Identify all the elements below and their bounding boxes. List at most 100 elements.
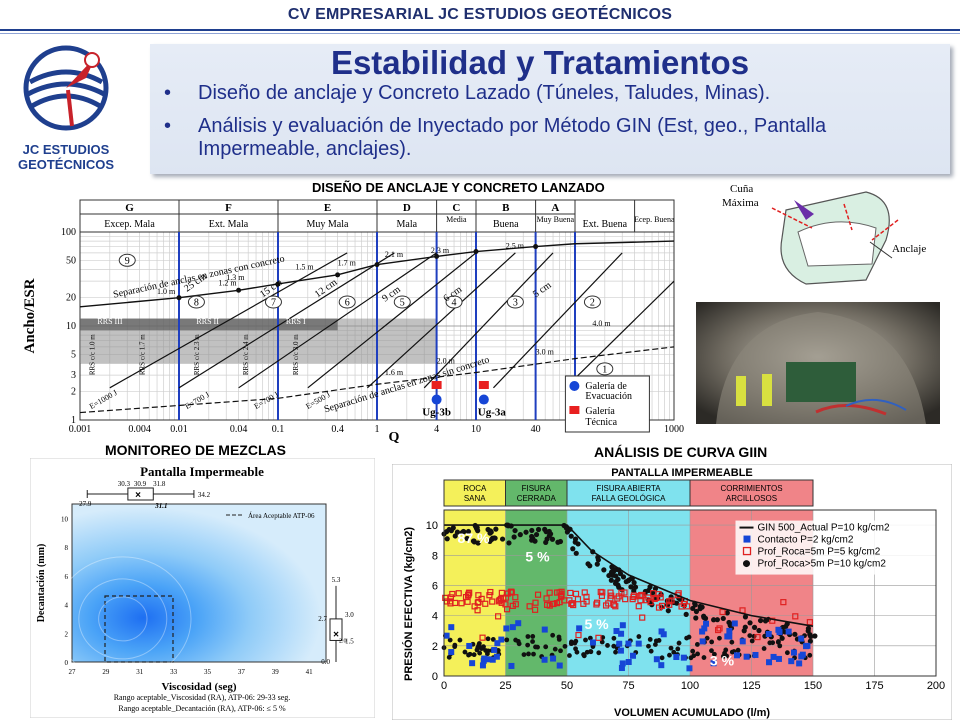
data-point-red [567, 589, 574, 597]
data-point-blue [617, 647, 624, 654]
data-point-black [511, 534, 517, 540]
data-point-black [647, 637, 653, 642]
x-tick-label: 200 [927, 680, 945, 692]
data-point-black [568, 533, 574, 539]
region-number: 4 [452, 298, 457, 309]
data-point-red [598, 592, 605, 599]
data-point-black [784, 650, 790, 656]
data-point-black [636, 634, 642, 639]
boxplot-value: 34.2 [198, 491, 211, 499]
data-point-blue [798, 635, 805, 642]
data-point-black [464, 535, 470, 542]
contour-line [98, 596, 148, 642]
region-number: 3 [513, 298, 518, 309]
data-point-black [776, 639, 781, 644]
worker-shape [736, 376, 746, 406]
data-point-black [808, 633, 814, 640]
y-tick-label: 2 [65, 630, 69, 638]
data-point-black [767, 640, 773, 646]
data-point-black [751, 624, 758, 630]
y-tick-label: 10 [66, 321, 76, 332]
data-point-blue [443, 632, 450, 639]
region-number: 2 [590, 298, 595, 309]
data-point-black [671, 649, 677, 655]
data-point-blue [550, 655, 557, 662]
data-point-black [807, 638, 813, 644]
data-point-blue [619, 660, 626, 667]
data-point-blue [798, 653, 805, 660]
worker-shape [762, 374, 772, 406]
data-point-red [543, 595, 550, 602]
data-point-black [608, 569, 615, 575]
data-point-red [447, 594, 454, 601]
logo-caption: JC ESTUDIOS GEOTÉCNICOS [8, 142, 124, 172]
data-point-black [779, 635, 785, 641]
bullet-list: • Diseño de anclaje y Concreto Lazado (T… [160, 82, 940, 171]
data-point-red [509, 602, 516, 609]
data-point-blue [508, 662, 515, 669]
boxplot-box [127, 487, 154, 501]
class-letter: F [225, 202, 232, 214]
thickness-line [238, 252, 437, 389]
data-point-red [526, 603, 533, 610]
data-point-blue [448, 649, 455, 656]
data-point-red [458, 600, 465, 607]
data-point-black [570, 546, 576, 552]
data-point-red [532, 599, 539, 606]
zone-label: FISURA ABIERTA [596, 484, 661, 493]
data-point-red [482, 600, 489, 607]
spacing-line-lower [79, 346, 675, 414]
data-point-red [657, 594, 664, 601]
data-point-black [668, 645, 674, 651]
data-point-red [780, 599, 787, 606]
data-point-blue [576, 625, 583, 632]
region-number-badge [583, 295, 601, 309]
anchor-line [843, 203, 853, 231]
data-point-black [550, 632, 556, 638]
boxplot-mean-value: 31.1 [154, 502, 167, 510]
region-number-badge [118, 253, 136, 267]
data-point-black [608, 577, 614, 583]
data-point-red [466, 589, 473, 596]
tunnel-opening [797, 221, 877, 267]
data-point-red [594, 599, 601, 606]
data-point-red [650, 590, 657, 597]
data-point-black [674, 600, 680, 606]
data-point-red [486, 592, 493, 599]
data-point-black [476, 641, 482, 646]
rrs-label: RRS III [97, 317, 122, 326]
spacing-dot [473, 249, 479, 255]
anclaje-chart: G Excep. Mala F Ext. Mala E Muy Mala D Mala CMed… [22, 196, 686, 444]
section-label-anclaje: DISEÑO DE ANCLAJE Y CONCRETO LANZADO [312, 180, 605, 195]
data-point-blue [733, 652, 740, 659]
boxplot-value: 1.5 [345, 637, 354, 645]
rrs-label: RRS II [196, 317, 219, 326]
class-letter: B [502, 202, 510, 214]
acceptable-area [104, 595, 174, 663]
data-point-blue [541, 656, 548, 663]
marker-label: Ug-3a [478, 406, 507, 418]
rrs-vertical-label: RRS c/c 2.3 m [193, 334, 201, 375]
data-point-red [715, 626, 722, 634]
data-point-black [704, 635, 710, 641]
y-tick-label: 1 [71, 415, 76, 426]
region-number: 7 [271, 298, 276, 309]
data-point-black [447, 637, 453, 643]
data-point-black [530, 639, 535, 644]
data-point-blue [673, 654, 680, 661]
x-tick-label: 0.1 [272, 424, 285, 435]
x-tick-label: 29 [102, 668, 110, 676]
legend-square-open-icon [742, 546, 752, 556]
data-point-blue [625, 658, 632, 665]
data-point-blue [503, 625, 510, 632]
zone-label: FALLA GEOLÓGICA [592, 494, 666, 503]
boxplot-value: 2.0 [339, 638, 347, 644]
data-point-black [573, 550, 579, 556]
data-point-red [769, 617, 776, 624]
data-point-black [558, 648, 563, 654]
data-point-black [493, 526, 499, 532]
data-point-blue [686, 665, 693, 672]
data-point-black [742, 614, 749, 620]
class-name: Excep. Mala [104, 219, 155, 230]
legend-label: Contacto P=2 kg/cm2 [758, 535, 854, 546]
